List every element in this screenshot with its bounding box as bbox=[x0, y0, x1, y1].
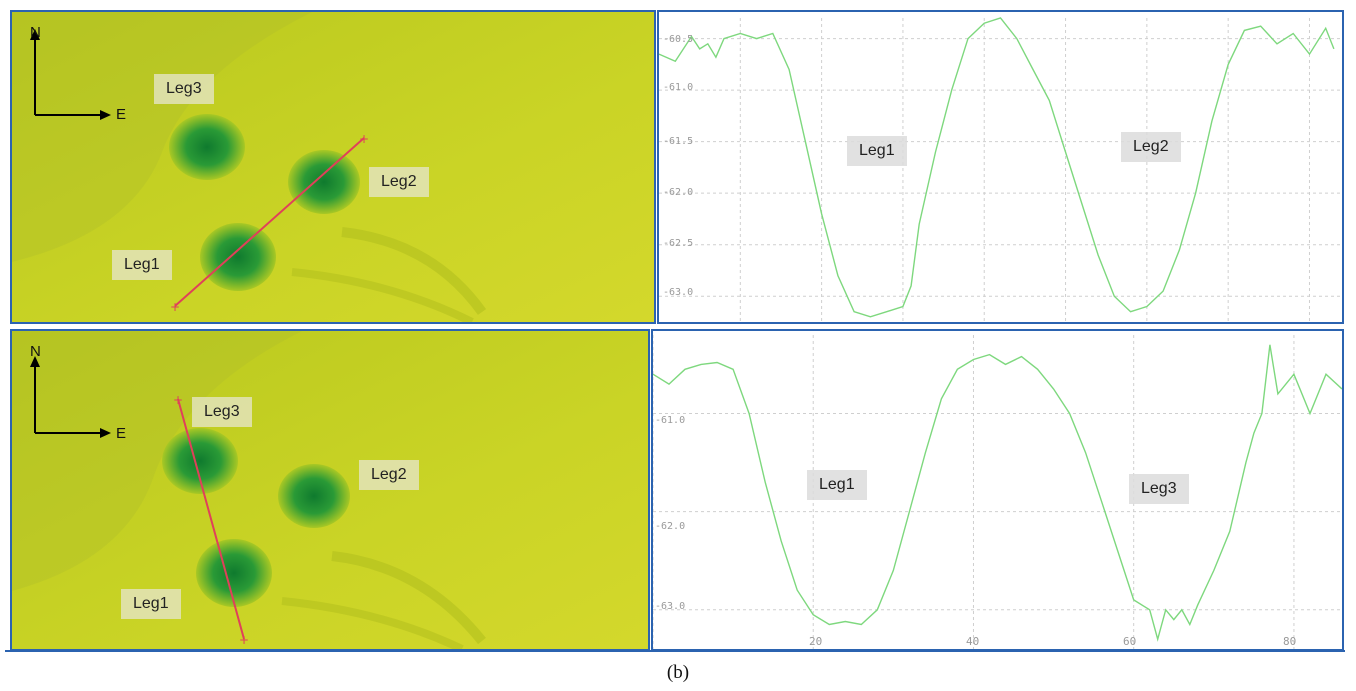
ytick-label: -63.0 bbox=[663, 287, 694, 298]
profile-label-leg1: Leg1 bbox=[847, 136, 907, 166]
leg3-pit bbox=[169, 114, 245, 180]
map-label-leg2: Leg2 bbox=[359, 460, 419, 490]
xtick-label: 20 bbox=[809, 635, 823, 648]
svg-text:+: + bbox=[173, 393, 183, 407]
svg-text:+: + bbox=[359, 132, 369, 146]
east-label: E bbox=[116, 106, 127, 123]
leg2-pit bbox=[278, 464, 350, 528]
profile-chart-bottom bbox=[653, 335, 1342, 649]
xtick-label: 60 bbox=[1123, 635, 1137, 648]
terrain-render: + + bbox=[12, 331, 648, 649]
ytick-label: -61.0 bbox=[663, 82, 694, 93]
ytick-label: -62.0 bbox=[663, 187, 694, 198]
terrain-render: + + bbox=[12, 12, 654, 322]
ytick-label: -63.0 bbox=[655, 601, 686, 612]
xtick-label: 40 bbox=[966, 635, 980, 648]
ytick-label: -62.0 bbox=[655, 521, 686, 532]
bottom-depth-profile: -61.0 -62.0 -63.0 20 40 60 80 Leg1 Leg3 bbox=[651, 329, 1344, 651]
top-terrain-map: + + N E Leg3 Leg2 Leg1 bbox=[10, 10, 656, 324]
map-label-leg2: Leg2 bbox=[369, 167, 429, 197]
leg2-pit bbox=[288, 150, 360, 214]
map-label-leg1: Leg1 bbox=[121, 589, 181, 619]
figure-caption: (b) bbox=[666, 662, 690, 683]
svg-text:+: + bbox=[239, 633, 249, 647]
svg-text:+: + bbox=[170, 300, 180, 314]
top-depth-profile: -60.5 -61.0 -61.5 -62.0 -62.5 -63.0 Leg1… bbox=[657, 10, 1344, 324]
bottom-terrain-map: + + N E Leg3 Leg2 Leg1 bbox=[10, 329, 650, 651]
north-label: N bbox=[30, 343, 41, 360]
east-label: E bbox=[116, 425, 127, 442]
depth-profile-line bbox=[659, 17, 1335, 318]
profile-label-leg1: Leg1 bbox=[807, 470, 867, 500]
depth-profile-line bbox=[653, 344, 1342, 642]
ytick-label: -61.0 bbox=[655, 415, 686, 426]
leg1-pit bbox=[196, 539, 272, 607]
bottom-rule bbox=[5, 650, 1345, 652]
map-label-leg1: Leg1 bbox=[112, 250, 172, 280]
section-line bbox=[174, 137, 365, 307]
profile-chart-top bbox=[659, 17, 1342, 322]
leg1-pit bbox=[200, 223, 276, 291]
map-label-leg3: Leg3 bbox=[192, 397, 252, 427]
xtick-label: 80 bbox=[1283, 635, 1297, 648]
ytick-label: -60.5 bbox=[663, 34, 694, 45]
ytick-label: -61.5 bbox=[663, 136, 694, 147]
ytick-label: -62.5 bbox=[663, 238, 694, 249]
north-label: N bbox=[30, 24, 41, 41]
section-line bbox=[177, 398, 245, 640]
profile-label-leg2: Leg2 bbox=[1121, 132, 1181, 162]
map-label-leg3: Leg3 bbox=[154, 74, 214, 104]
leg3-pit bbox=[162, 428, 238, 494]
profile-label-leg3: Leg3 bbox=[1129, 474, 1189, 504]
